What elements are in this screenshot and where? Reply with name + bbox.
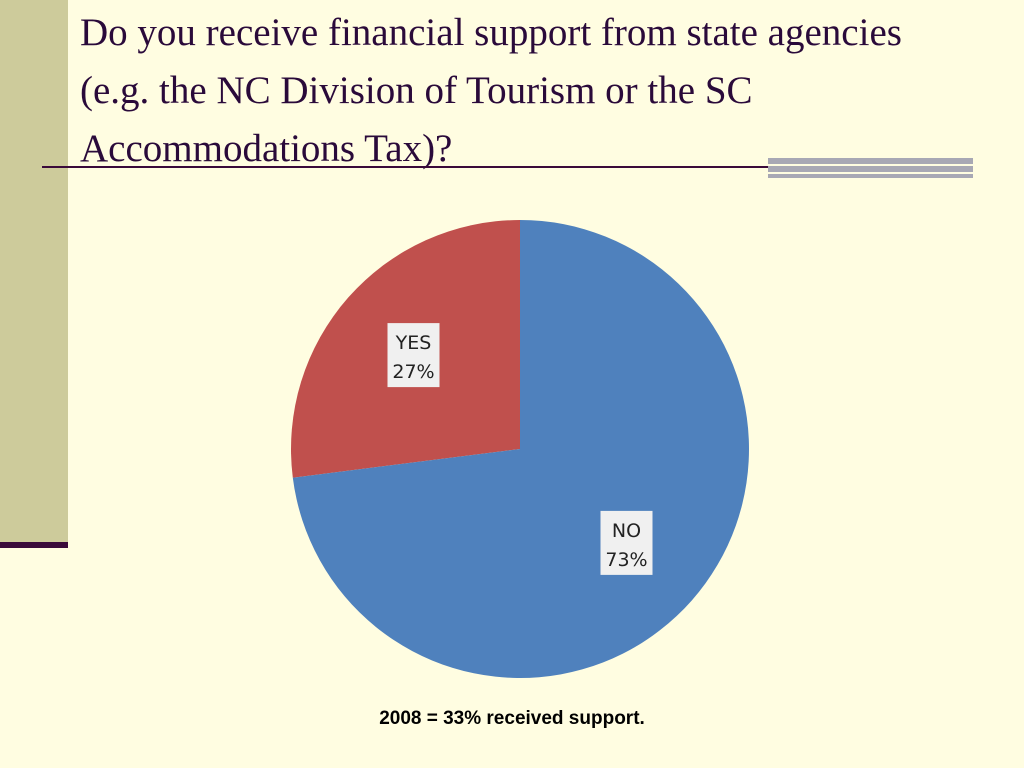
- slide-title: Do you receive financial support from st…: [80, 11, 902, 170]
- slice-value-label: 27%: [392, 361, 434, 383]
- title-accent-bar: [768, 158, 973, 178]
- slice-category-label: YES: [395, 332, 432, 354]
- slice-label-yes: YES 27%: [387, 323, 440, 388]
- slice-label-no: NO 73%: [600, 510, 653, 575]
- title-underline: [42, 166, 972, 168]
- side-bar-rule: [0, 542, 68, 548]
- footnote: 2008 = 33% received support.: [379, 708, 645, 729]
- slice-category-label: NO: [612, 520, 641, 542]
- decorative-side-bar: [0, 0, 68, 544]
- slice-value-label: 73%: [605, 549, 647, 571]
